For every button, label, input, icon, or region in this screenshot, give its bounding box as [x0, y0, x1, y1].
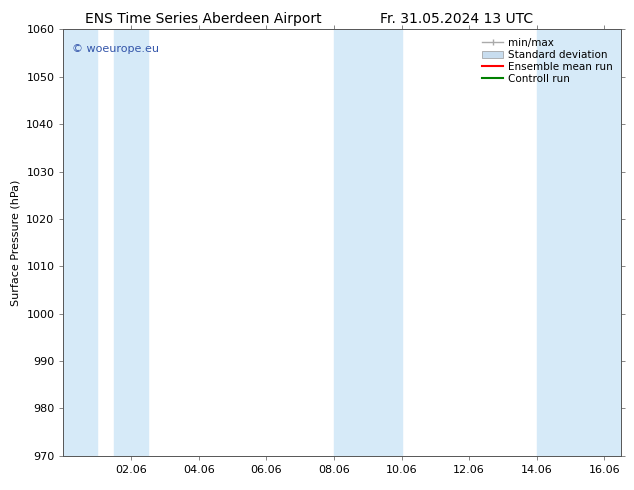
Bar — [334, 29, 401, 456]
Text: ENS Time Series Aberdeen Airport: ENS Time Series Aberdeen Airport — [84, 12, 321, 26]
Bar — [114, 29, 148, 456]
Text: Fr. 31.05.2024 13 UTC: Fr. 31.05.2024 13 UTC — [380, 12, 533, 26]
Legend: min/max, Standard deviation, Ensemble mean run, Controll run: min/max, Standard deviation, Ensemble me… — [479, 35, 616, 87]
Bar — [537, 29, 621, 456]
Bar — [63, 29, 97, 456]
Text: © woeurope.eu: © woeurope.eu — [72, 44, 158, 54]
Y-axis label: Surface Pressure (hPa): Surface Pressure (hPa) — [11, 179, 21, 306]
